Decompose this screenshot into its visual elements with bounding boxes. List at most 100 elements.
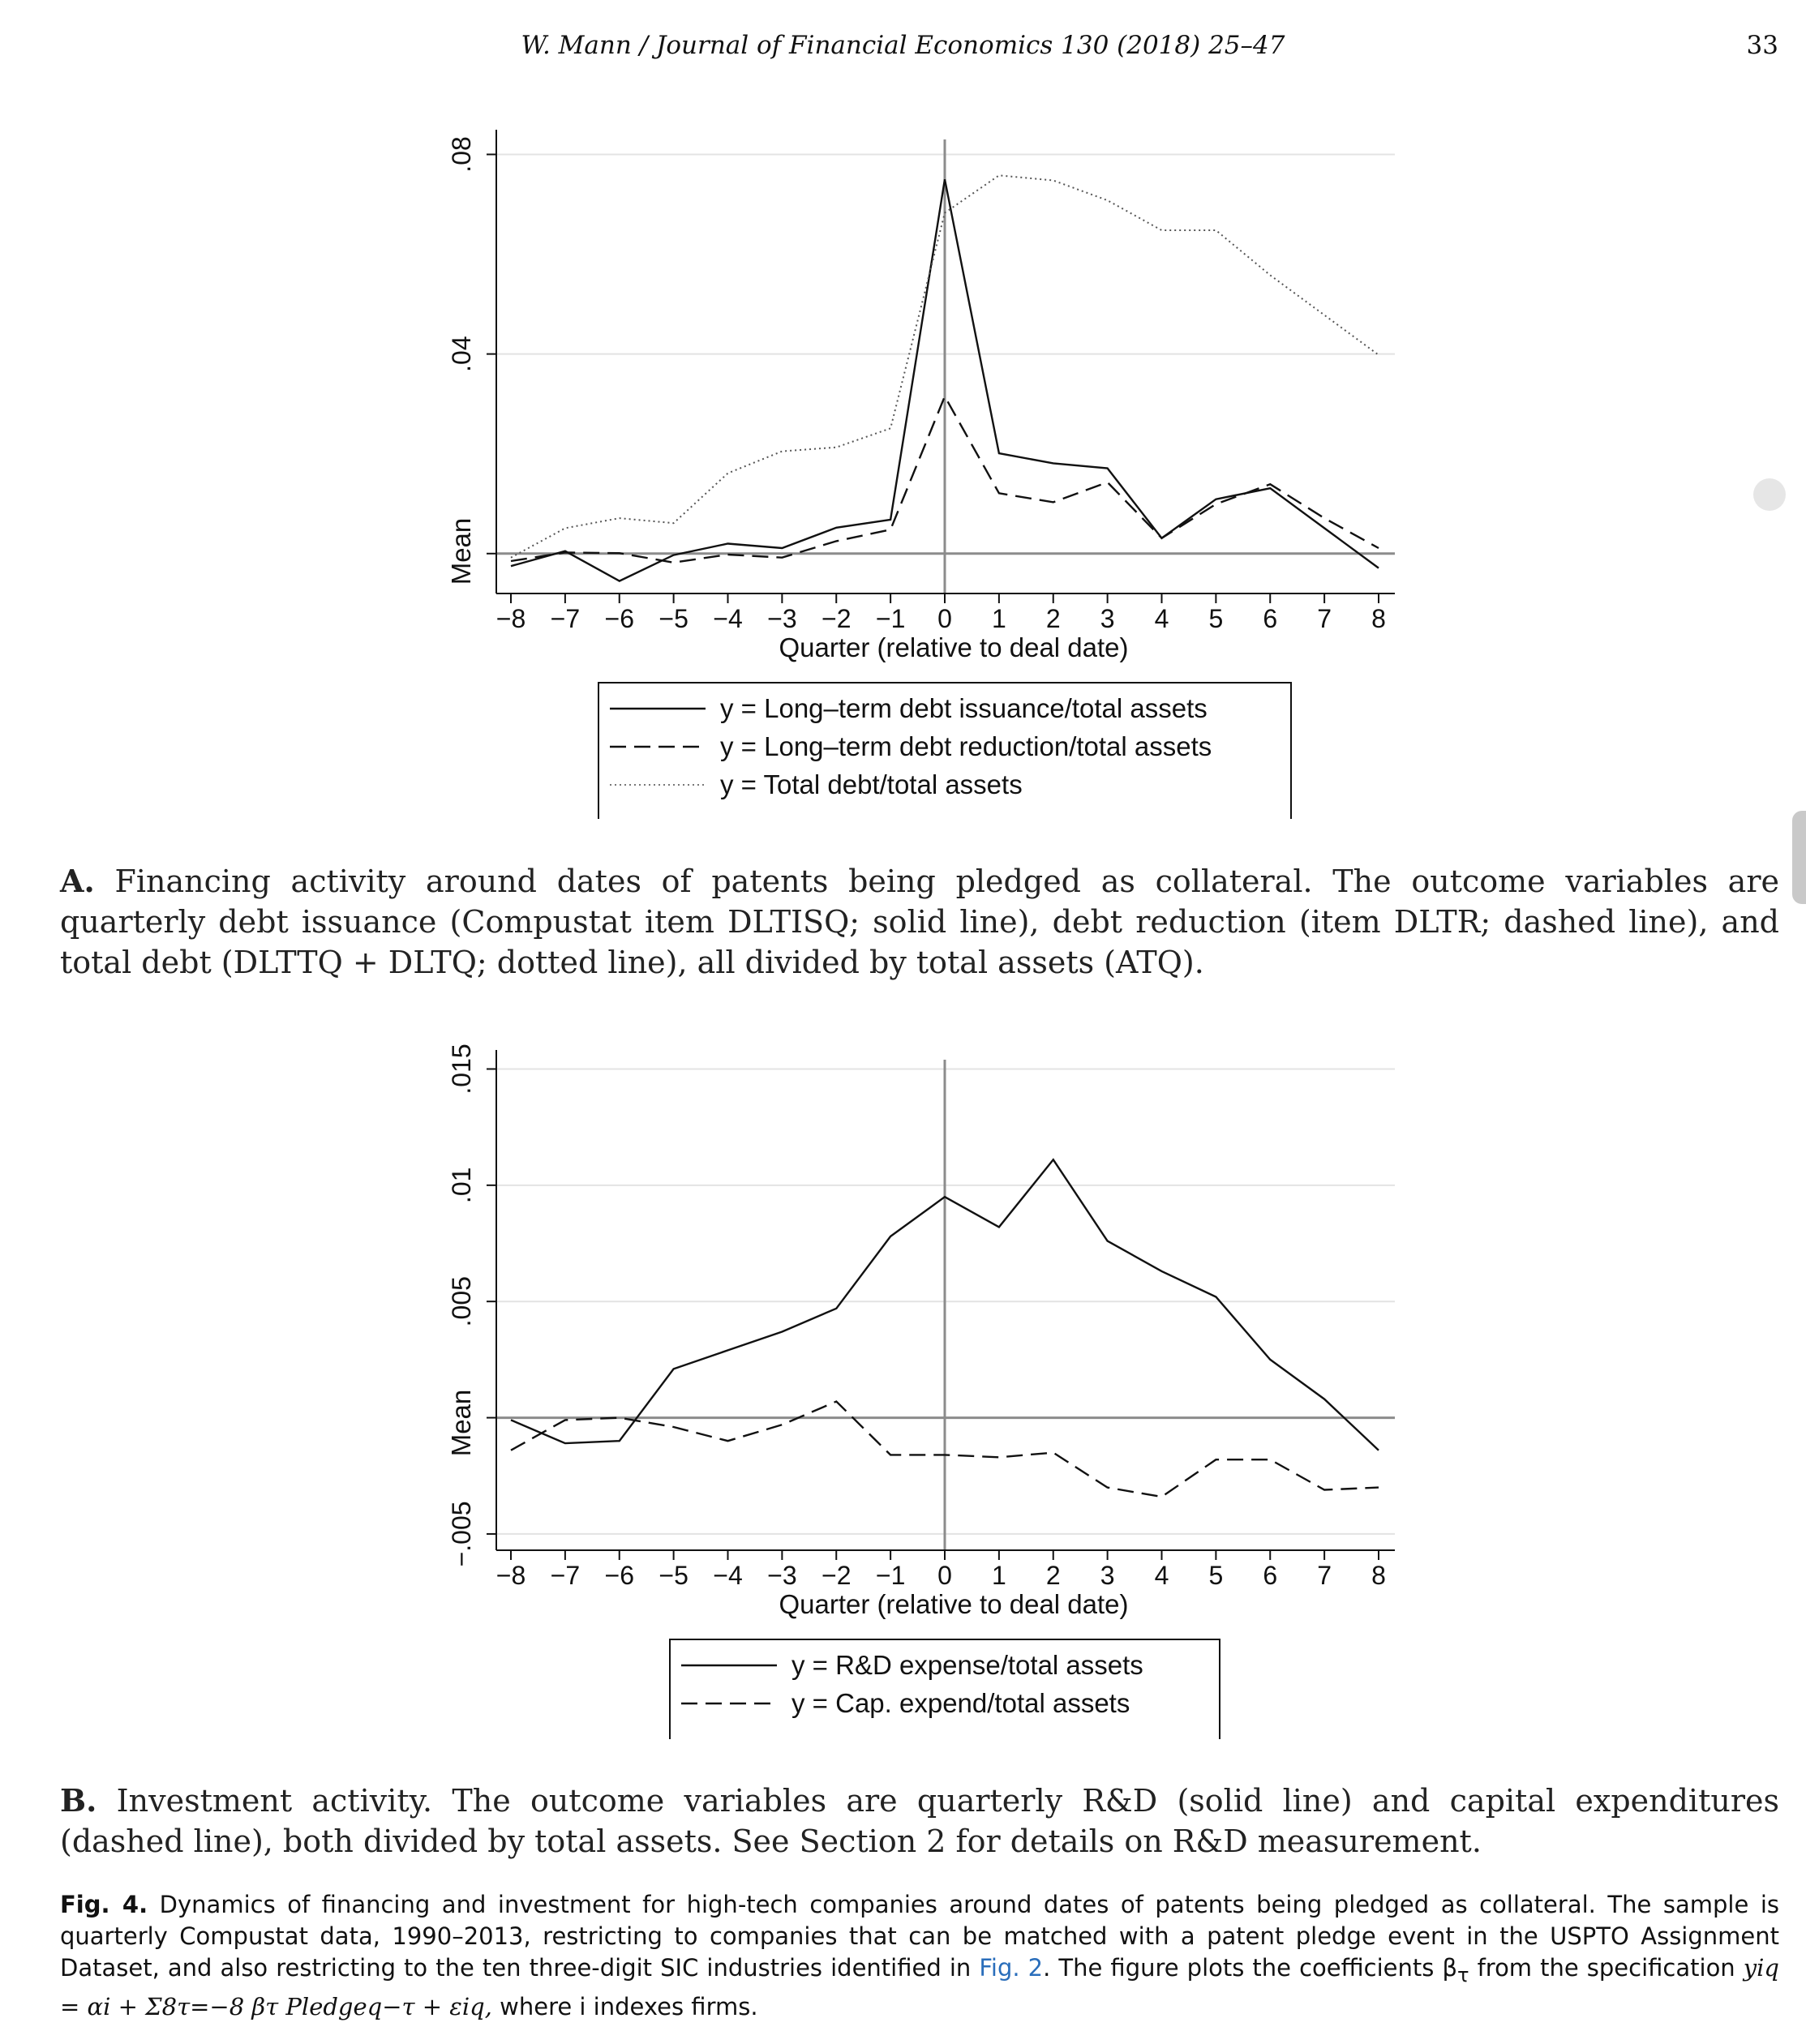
figure-caption-text-4: from the specification (1469, 1954, 1744, 1982)
y-tick-label: .015 (447, 1043, 476, 1094)
data-point (564, 527, 566, 529)
x-tick-label: −3 (767, 604, 796, 633)
data-point (835, 446, 837, 448)
data-point (672, 522, 674, 524)
data-point (890, 519, 891, 521)
y-tick-label: −.005 (447, 1501, 476, 1566)
data-point (1106, 1486, 1108, 1488)
data-point (1215, 229, 1216, 231)
data-point (781, 1424, 783, 1425)
data-point (890, 1454, 891, 1455)
figure-2-link[interactable]: Fig. 2 (979, 1954, 1043, 1982)
x-tick-label: 7 (1317, 1561, 1332, 1590)
data-point (672, 1368, 674, 1369)
data-point (1215, 1459, 1216, 1460)
data-point (1269, 487, 1271, 489)
x-tick-label: 3 (1100, 1561, 1115, 1590)
legend: y = Long–term debt issuance/total assets… (598, 683, 1291, 819)
scrollbar-thumb[interactable] (1792, 811, 1806, 904)
x-tick-label: 6 (1263, 604, 1277, 633)
data-point (944, 1196, 946, 1198)
x-tick-label: 4 (1155, 604, 1169, 633)
data-point (944, 396, 946, 397)
legend-entry: y = Cap. expend/total assets (791, 1688, 1130, 1718)
figure-caption: Fig. 4. Dynamics of financing and invest… (60, 1889, 1779, 2023)
x-tick-label: −6 (605, 1561, 634, 1590)
data-point (510, 560, 512, 562)
data-point (944, 178, 946, 180)
figure-caption-text-5: where i indexes firms. (492, 1993, 758, 2020)
x-tick-label: 3 (1100, 604, 1115, 633)
data-point (564, 1442, 566, 1444)
data-point (1269, 483, 1271, 485)
data-point (781, 547, 783, 549)
figure-caption-subscript: τ (1457, 1964, 1469, 1986)
data-point (727, 1349, 728, 1351)
x-tick-label: 8 (1371, 1561, 1386, 1590)
data-point (1378, 1450, 1379, 1451)
panel-b-caption-text: Investment activity. The outcome variabl… (60, 1783, 1779, 1859)
x-tick-label: −8 (496, 1561, 525, 1590)
panel-b-caption: B. Investment activity. The outcome vari… (60, 1780, 1779, 1862)
page-number: 33 (1747, 31, 1778, 60)
data-point (672, 562, 674, 563)
data-point (781, 450, 783, 452)
running-head: W. Mann / Journal of Financial Economics… (0, 31, 1806, 60)
data-point (1323, 1398, 1325, 1399)
data-point (727, 542, 728, 544)
data-point (1160, 1496, 1162, 1498)
panel-a-caption: A. Financing activity around dates of pa… (60, 861, 1779, 983)
x-tick-label: 7 (1317, 604, 1332, 633)
data-point (944, 212, 946, 213)
x-tick-label: 5 (1208, 1561, 1223, 1590)
data-point (672, 554, 674, 555)
data-point (781, 556, 783, 558)
data-point (564, 1419, 566, 1421)
data-point (998, 1456, 1000, 1458)
panel-b-label: B. (60, 1782, 97, 1819)
data-point (1106, 1240, 1108, 1241)
data-point (510, 565, 512, 567)
x-tick-label: −4 (713, 1561, 742, 1590)
data-point (890, 529, 891, 530)
data-point (890, 427, 891, 429)
x-tick-label: −1 (876, 604, 905, 633)
data-point (998, 452, 1000, 454)
data-point (1053, 179, 1054, 181)
data-point (619, 580, 620, 581)
panel-a-label: A. (60, 863, 95, 899)
x-tick-label: −3 (767, 1561, 796, 1590)
data-point (619, 1416, 620, 1418)
data-point (835, 540, 837, 542)
data-point (1053, 462, 1054, 464)
x-tick-label: 0 (937, 1561, 952, 1590)
x-tick-label: 8 (1371, 604, 1386, 633)
x-tick-label: 1 (992, 1561, 1006, 1590)
data-point (727, 1440, 728, 1442)
data-point (619, 517, 620, 519)
legend: y = R&D expense/total assetsy = Cap. exp… (670, 1639, 1220, 1739)
data-point (672, 1426, 674, 1428)
x-tick-label: −4 (713, 604, 742, 633)
data-point (890, 1236, 891, 1237)
data-point (835, 1308, 837, 1309)
scroll-indicator-dot[interactable] (1753, 478, 1786, 511)
data-point (619, 1440, 620, 1442)
x-axis-title: Quarter (relative to deal date) (779, 1589, 1128, 1619)
data-point (1378, 567, 1379, 568)
legend-entry: y = Total debt/total assets (720, 769, 1023, 799)
x-tick-label: −5 (658, 1561, 688, 1590)
data-point (1378, 1486, 1379, 1488)
x-tick-label: 2 (1046, 604, 1061, 633)
y-axis-title: Mean (446, 1390, 476, 1457)
y-tick-label: .04 (447, 336, 476, 371)
data-point (1106, 482, 1108, 483)
data-point (1106, 467, 1108, 469)
data-point (1323, 517, 1325, 519)
figure-caption-text-2: . The figure plots the coefficients β (1043, 1954, 1457, 1982)
data-point (1053, 501, 1054, 503)
data-point (835, 527, 837, 529)
data-point (1053, 1159, 1054, 1160)
data-point (1378, 354, 1379, 356)
data-point (1269, 274, 1271, 276)
